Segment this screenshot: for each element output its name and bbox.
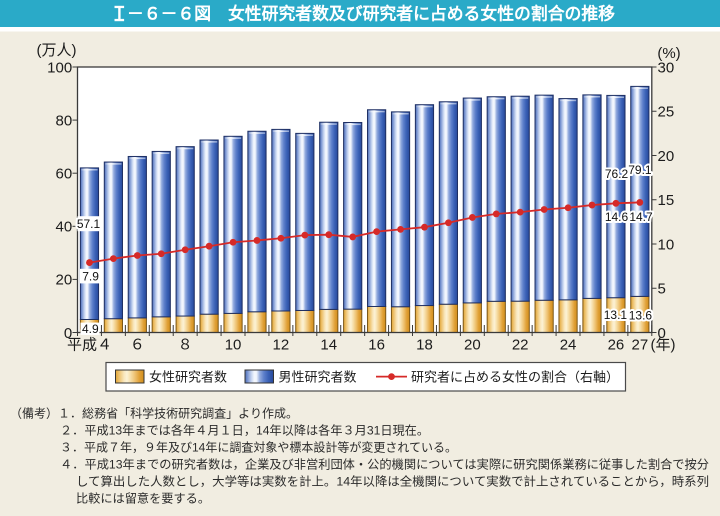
svg-text:４．平成13年までの研究者数は，企業及び非営利団体・公的機関: ４．平成13年までの研究者数は，企業及び非営利団体・公的機関については実際に研究…: [60, 456, 709, 471]
svg-text:30: 30: [658, 59, 675, 76]
svg-text:（備考）１．総務省「科学技術研究調査」より作成。: （備考）１．総務省「科学技術研究調査」より作成。: [10, 405, 298, 420]
svg-text:６: ６: [130, 337, 145, 354]
svg-text:研究者に占める女性の割合（右軸）: 研究者に占める女性の割合（右軸）: [411, 369, 619, 384]
svg-text:40: 40: [56, 219, 73, 236]
svg-text:27: 27: [631, 337, 648, 354]
svg-text:7.9: 7.9: [82, 270, 99, 284]
svg-text:0: 0: [658, 325, 666, 342]
svg-text:60: 60: [56, 166, 73, 183]
svg-text:20: 20: [658, 148, 675, 165]
svg-text:16: 16: [368, 337, 385, 354]
svg-text:100: 100: [47, 59, 72, 76]
svg-text:13.1: 13.1: [604, 308, 628, 322]
svg-text:25: 25: [658, 104, 675, 121]
svg-text:10: 10: [225, 337, 242, 354]
svg-text:(万人): (万人): [37, 42, 77, 59]
svg-text:57.1: 57.1: [77, 217, 101, 231]
svg-text:比較には留意を要する。: 比較には留意を要する。: [76, 491, 210, 506]
svg-text:して算出した人数とし，大学等は実数を計上。14年以降は全機関: して算出した人数とし，大学等は実数を計上。14年以降は全機関について実数で計上さ…: [76, 474, 709, 489]
svg-text:5: 5: [658, 281, 666, 298]
svg-text:14.7: 14.7: [629, 210, 653, 224]
svg-text:20: 20: [56, 272, 73, 289]
svg-text:18: 18: [416, 337, 433, 354]
svg-text:平成４: 平成４: [67, 337, 112, 354]
svg-text:12: 12: [273, 337, 290, 354]
svg-text:(年): (年): [651, 337, 676, 354]
svg-text:２．平成13年までは各年４月１日，14年以降は各年３月31日: ２．平成13年までは各年４月１日，14年以降は各年３月31日現在。: [60, 422, 429, 437]
svg-text:男性研究者数: 男性研究者数: [279, 369, 357, 384]
svg-text:4.9: 4.9: [82, 322, 99, 336]
svg-text:(%): (%): [657, 45, 680, 62]
svg-text:３．平成７年，９年及び14年に調査対象や標本設計等が変更され: ３．平成７年，９年及び14年に調査対象や標本設計等が変更されている。: [60, 439, 457, 454]
svg-text:８: ８: [178, 337, 193, 354]
svg-text:80: 80: [56, 112, 73, 129]
svg-text:26: 26: [608, 337, 625, 354]
svg-text:76.2: 76.2: [605, 167, 629, 181]
svg-text:15: 15: [658, 192, 675, 209]
svg-text:女性研究者数: 女性研究者数: [149, 369, 227, 384]
svg-text:0: 0: [64, 325, 72, 342]
svg-text:14: 14: [320, 337, 337, 354]
svg-text:13.6: 13.6: [629, 308, 653, 322]
svg-text:79.1: 79.1: [628, 163, 652, 177]
svg-text:22: 22: [512, 337, 529, 354]
svg-text:14.6: 14.6: [605, 210, 629, 224]
svg-text:20: 20: [464, 337, 481, 354]
svg-text:10: 10: [658, 236, 675, 253]
svg-text:24: 24: [560, 337, 577, 354]
svg-text:－６－６図 女性研究者数及び研究者に占める女性の割合の推移: －６－６図 女性研究者数及び研究者に占める女性の割合の推移: [127, 4, 615, 24]
